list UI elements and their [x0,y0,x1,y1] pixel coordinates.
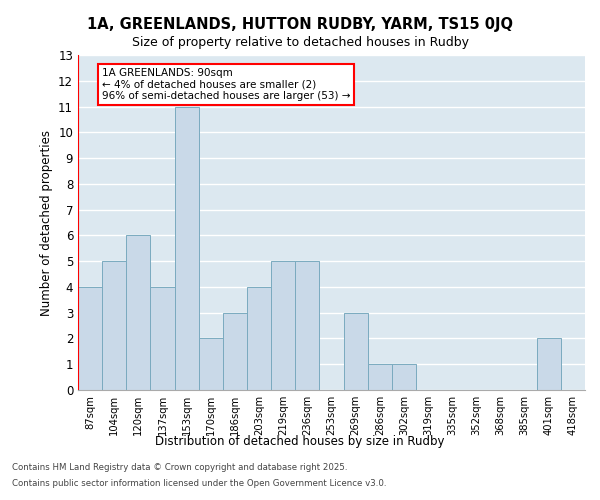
Bar [271,261,295,390]
Text: Contains HM Land Registry data © Crown copyright and database right 2025.: Contains HM Land Registry data © Crown c… [12,464,347,472]
Bar [368,364,392,390]
Bar [295,261,319,390]
Text: Contains public sector information licensed under the Open Government Licence v3: Contains public sector information licen… [12,478,386,488]
Bar [199,338,223,390]
Bar [344,312,368,390]
Bar [223,312,247,390]
Text: 1A GREENLANDS: 90sqm
← 4% of detached houses are smaller (2)
96% of semi-detache: 1A GREENLANDS: 90sqm ← 4% of detached ho… [102,68,350,101]
Bar [126,236,151,390]
Bar [151,287,175,390]
Bar [102,261,126,390]
Bar [392,364,416,390]
Bar [175,106,199,390]
Bar [537,338,561,390]
Text: 1A, GREENLANDS, HUTTON RUDBY, YARM, TS15 0JQ: 1A, GREENLANDS, HUTTON RUDBY, YARM, TS15… [87,18,513,32]
Text: Size of property relative to detached houses in Rudby: Size of property relative to detached ho… [131,36,469,49]
Bar [247,287,271,390]
Text: Distribution of detached houses by size in Rudby: Distribution of detached houses by size … [155,435,445,448]
Y-axis label: Number of detached properties: Number of detached properties [40,130,53,316]
Bar [78,287,102,390]
